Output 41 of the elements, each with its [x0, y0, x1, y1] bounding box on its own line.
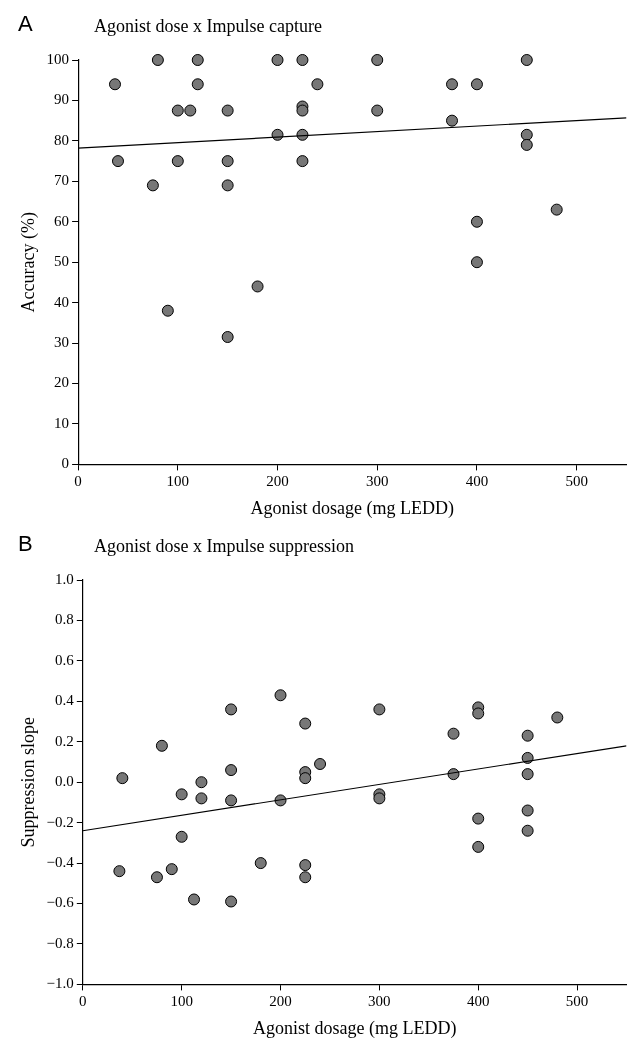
x-tick-label: 500	[565, 473, 588, 490]
x-axis-title: Agonist dosage (mg LEDD)	[250, 497, 455, 519]
x-tick-label: 0	[79, 993, 87, 1010]
y-tick-label: −0.8	[46, 934, 74, 951]
x-tick-label: 400	[465, 473, 489, 490]
y-tick-label: 0.2	[55, 732, 74, 749]
x-tick-label: 100	[170, 993, 193, 1010]
x-tick-label: 300	[368, 993, 391, 1010]
y-tick-label: 90	[54, 91, 70, 108]
x-tick-label: 400	[466, 993, 490, 1010]
x-axis-title: Agonist dosage (mg LEDD)	[252, 1017, 457, 1039]
y-tick-label: −1.0	[46, 975, 74, 992]
y-tick-label: 0.0	[55, 773, 74, 790]
y-tick-label: 80	[54, 131, 70, 148]
y-tick-label: 1.0	[55, 570, 74, 587]
y-axis-title: Suppression slope	[17, 716, 38, 848]
y-tick-label: −0.2	[46, 813, 74, 830]
y-tick-label: 30	[54, 334, 70, 351]
text: A	[18, 11, 33, 37]
x-tick-label: 300	[365, 473, 389, 490]
x-tick-label: 500	[565, 993, 589, 1010]
y-tick-label: −0.4	[46, 854, 75, 871]
y-tick-label: 70	[54, 172, 70, 189]
y-tick-label: 0.8	[55, 611, 74, 628]
text: B	[18, 531, 33, 557]
y-tick-label: 0.6	[55, 651, 75, 668]
y-tick-label: 50	[54, 253, 70, 270]
chart-title: Agonist dose x Impulse suppression	[94, 535, 354, 556]
y-tick-label: 20	[54, 374, 70, 391]
y-tick-label: 0	[61, 455, 70, 472]
x-tick-label: 200	[266, 473, 289, 490]
x-tick-label: 200	[269, 993, 292, 1010]
x-tick-label: 100	[166, 473, 190, 490]
y-tick-label: −0.6	[46, 894, 75, 911]
y-tick-label: 0.4	[55, 692, 75, 709]
y-tick-label: 40	[54, 293, 70, 310]
y-tick-label: 10	[54, 414, 70, 431]
y-tick-label: 60	[54, 212, 70, 229]
chart-title: Agonist dose x Impulse capture	[94, 15, 322, 36]
y-tick-label: 100	[46, 50, 70, 67]
y-axis-title: Accuracy (%)	[17, 211, 39, 313]
